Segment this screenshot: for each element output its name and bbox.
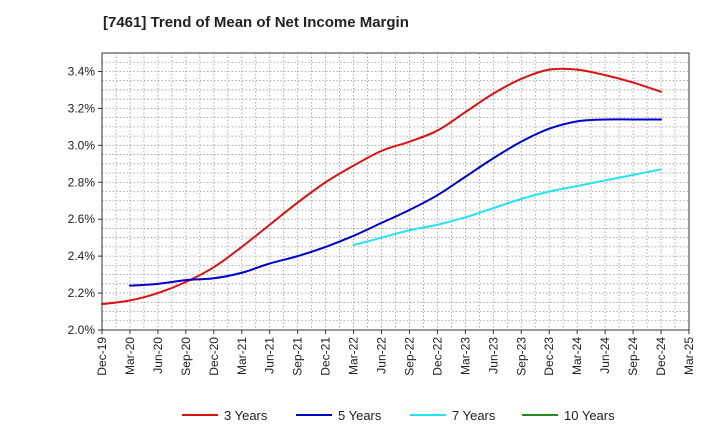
legend-label-7-years: 7 Years [452, 408, 496, 423]
x-tick-label: Jun-22 [375, 337, 389, 374]
x-tick-label: Dec-24 [654, 337, 668, 376]
series-line-7-years [352, 168, 663, 247]
x-tick-label: Mar-24 [570, 337, 584, 375]
x-tick-label: Sep-21 [291, 337, 305, 376]
plot-frame [101, 52, 690, 331]
x-tick-label: Mar-22 [347, 337, 361, 375]
x-tick-label: Dec-23 [542, 337, 556, 376]
x-tick-label: Mar-25 [682, 337, 696, 375]
y-tick-label: 2.4% [68, 249, 96, 263]
y-tick-label: 2.6% [68, 212, 96, 226]
x-tick-label: Sep-20 [179, 337, 193, 376]
chart-title: [7461] Trend of Mean of Net Income Margi… [103, 14, 409, 31]
y-tick-label: 2.0% [68, 323, 96, 337]
y-tick-label: 2.2% [68, 286, 96, 300]
series-line-3-years [101, 67, 663, 306]
legend-label-3-years: 3 Years [224, 408, 268, 423]
x-tick-label: Dec-22 [430, 337, 444, 376]
x-tick-label: Sep-23 [514, 337, 528, 376]
y-tick-label: 3.0% [68, 138, 96, 152]
y-tick-label: 3.2% [68, 101, 96, 115]
x-tick-label: Sep-24 [626, 337, 640, 376]
x-tick-label: Dec-19 [95, 337, 109, 376]
x-tick-label: Dec-21 [319, 337, 333, 376]
x-tick-label: Jun-24 [598, 337, 612, 374]
x-tick-label: Sep-22 [402, 337, 416, 376]
x-tick-label: Jun-20 [151, 337, 165, 374]
x-tick-label: Jun-23 [486, 337, 500, 374]
x-tick-label: Mar-23 [458, 337, 472, 375]
y-tick-label: 3.4% [68, 64, 96, 78]
y-tick-label: 2.8% [68, 175, 96, 189]
legend-label-5-years: 5 Years [338, 408, 382, 423]
legend-label-10-years: 10 Years [564, 408, 615, 423]
series-line-5-years [128, 118, 663, 287]
axis-layer: 2.0% 2.2% 2.4% 2.6% 2.8% 3.0% 3.2% 3.4% Dec-19 Ma… [68, 52, 696, 376]
x-tick-label: Mar-21 [235, 337, 249, 375]
x-tick-label: Mar-20 [123, 337, 137, 375]
grid-layer [102, 53, 689, 330]
legend: 3 Years 5 Years 7 Years 10 Years [182, 408, 615, 423]
x-tick-label: Dec-20 [207, 337, 221, 376]
series-layer [101, 67, 663, 306]
x-tick-label: Jun-21 [263, 337, 277, 374]
